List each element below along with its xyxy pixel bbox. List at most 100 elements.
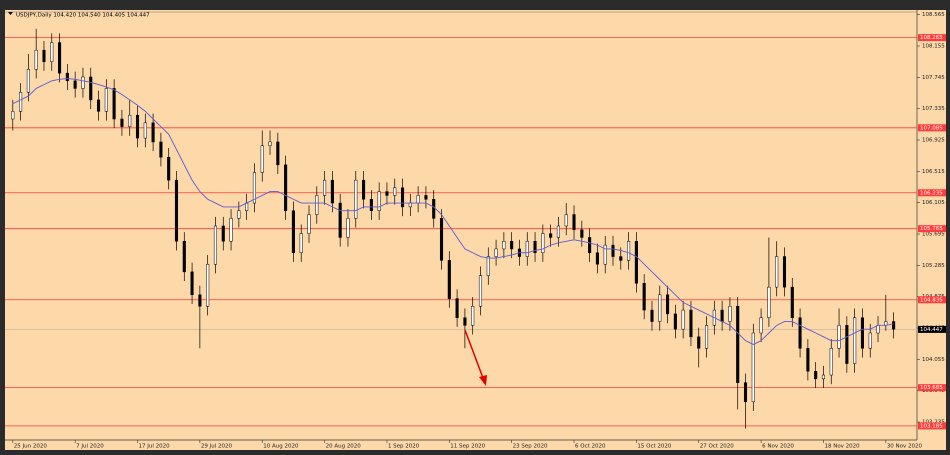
candle-body [120,118,124,127]
candle-body [478,275,483,307]
candle-body [775,256,779,288]
candle-body [89,76,93,101]
y-tick-label: 103.645 [922,388,945,394]
candle-body [174,179,179,242]
candle-body [556,225,560,238]
level-label-box [918,422,946,430]
x-tick-label: 20 Aug 2020 [326,444,362,450]
candle-body [751,332,755,403]
moving-average [12,78,894,345]
level-label: 106.235 [920,190,943,196]
level-label: 103.685 [920,385,943,391]
candle-body [26,69,30,93]
candle-body [198,294,202,307]
candle-body [229,218,233,242]
x-tick-label: 29 Jul 2020 [201,444,233,450]
candle-body [42,49,46,62]
candle-body [315,195,319,215]
candle-body [307,214,311,234]
candle-body [143,122,147,139]
candle-body [182,241,186,273]
candle-body [19,92,23,112]
candle-body [276,141,280,166]
level-label: 107.085 [920,125,943,131]
candle-body [167,156,171,181]
candle-body [728,306,732,322]
candle-body [892,321,896,330]
y-tick-label: 107.335 [922,106,945,112]
level-label: 104.835 [920,297,943,303]
candle-body [642,283,646,311]
candle-body [814,370,818,380]
candle-body [338,202,342,238]
candle-body [486,256,490,276]
candle-body [284,164,288,211]
candle-body [658,294,662,322]
title-icon [8,12,13,15]
candle-body [837,325,841,349]
candle-body [362,179,366,200]
x-tick-label: 1 Sep 2020 [388,444,420,450]
plot-area: 108.565 108.155 107.745 107.335 106.925 106.5… [5,12,946,450]
candle-body [128,114,132,127]
y-tick-label: 105.695 [922,232,945,238]
x-tick-label: 11 Sep 2020 [450,444,485,450]
x-tick-label: 27 Oct 2020 [700,444,735,450]
candle-body [720,309,724,322]
candle-body [782,256,787,288]
x-tick-label: 18 Nov 2020 [824,444,860,450]
candle-body [798,317,802,349]
candle-body [533,241,537,254]
y-tick-label: 106.925 [922,138,945,144]
candle-body [697,336,701,349]
candle-body [34,49,38,70]
x-tick-label: 17 Jul 2020 [139,444,171,450]
candle-body [159,141,163,158]
candle-body [237,210,241,219]
y-tick-label: 108.155 [922,44,945,50]
candle-body [221,225,225,242]
x-tick-label: 30 Nov 2020 [887,444,923,450]
candle-body [595,252,599,265]
candle-body [135,114,140,139]
candle-body [502,241,506,250]
current-price-box [918,325,946,333]
candle-body [564,214,568,227]
candle-body [494,248,498,257]
level-label-box [918,34,946,42]
candle-body [743,382,748,403]
candle-body [666,294,670,315]
candle-body [447,260,451,299]
candle-body [354,179,358,219]
y-tick-label: 107.745 [922,75,945,81]
candle-body [868,332,872,349]
candle-body [393,187,397,196]
candle-body [260,145,264,173]
candle-body [330,179,334,204]
level-label-box [918,296,946,304]
candle-body [829,348,833,376]
candle-body [634,241,638,284]
candle-body [821,374,826,380]
candle-body [845,325,849,364]
y-tick-label: 106.515 [922,169,945,175]
candle-body [471,306,475,326]
candle-body [206,263,210,307]
chart-title: USDJPY,Daily 104.420 104.540 104.405 104… [16,13,150,19]
level-label: 103.185 [920,423,943,429]
y-tick-label: 104.055 [922,357,945,363]
candle-body [190,271,194,296]
candle-body [790,286,794,318]
candle-body [408,202,412,208]
candle-body [252,172,256,204]
candle-body [704,325,709,349]
candle-body [385,191,389,196]
candle-body [603,244,607,265]
candle-body [299,233,303,253]
candle-body [650,309,654,322]
chart-background [5,10,946,450]
candle-body [588,237,592,253]
candle-body [455,298,459,318]
forecast-arrow [464,329,484,379]
candle-body [627,241,631,261]
